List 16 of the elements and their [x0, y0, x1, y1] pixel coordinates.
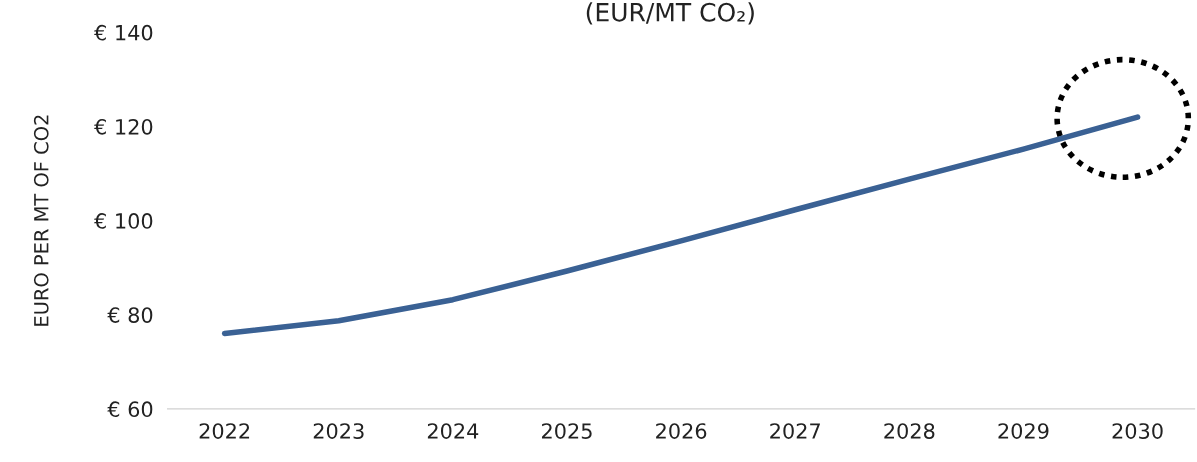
y-tick-label: € 140: [94, 24, 153, 41]
x-tick-label: 2030: [1112, 423, 1163, 439]
y-tick-label: € 60: [107, 401, 153, 418]
x-tick-label: 2024: [427, 423, 479, 439]
x-tick-label: 2027: [770, 423, 820, 439]
chart-title: (EUR/MT CO₂): [586, 2, 754, 25]
y-tick-label: € 120: [94, 118, 153, 135]
x-tick-label: 2029: [998, 423, 1049, 439]
y-axis-title: EURO PER MT OF CO2: [33, 115, 49, 326]
x-tick-label: 2028: [884, 423, 935, 439]
y-tick-label: € 80: [107, 307, 153, 323]
x-tick-label: 2023: [313, 423, 364, 439]
x-tick-label: 2025: [542, 423, 592, 439]
x-tick-label: 2022: [199, 423, 250, 439]
x-tick-label: 2026: [656, 423, 707, 439]
y-tick-label: € 100: [94, 213, 153, 229]
